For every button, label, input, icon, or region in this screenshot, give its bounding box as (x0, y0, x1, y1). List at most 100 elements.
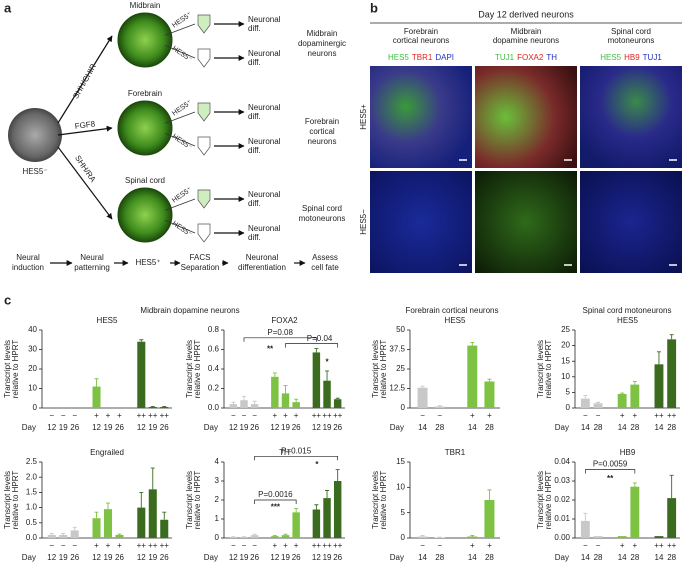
x-tick-label: 28 (630, 423, 639, 432)
sign-label: − (61, 541, 66, 550)
micrograph (370, 66, 472, 168)
column-label: motoneurons (608, 36, 655, 45)
x-tick-label: 26 (160, 423, 169, 432)
y-tick-label: 1 (215, 514, 220, 523)
bar (250, 404, 259, 408)
bar (160, 519, 169, 538)
x-tick-label: 26 (292, 423, 301, 432)
bracket (254, 455, 339, 461)
bar (292, 512, 300, 538)
y-tick-label: 25 (396, 364, 405, 373)
y-tick-label: 5 (401, 508, 406, 517)
start-label: HES5⁻ (22, 167, 47, 176)
diff-label: diff. (248, 112, 261, 121)
column-label: Spinal cord (611, 27, 651, 36)
y-tick-label: 20 (28, 364, 37, 373)
x-axis-label: Day (555, 423, 569, 432)
error-bar (656, 351, 661, 365)
bar (467, 345, 478, 408)
region-label: Spinal cord (125, 176, 165, 185)
x-tick-label: 12 (312, 553, 321, 562)
diff-label: Neuronal (248, 49, 281, 58)
x-tick-label: 19 (281, 423, 290, 432)
step-label: differentiation (238, 263, 286, 272)
bar (434, 406, 445, 408)
y-tick-label: 5 (566, 388, 571, 397)
tube (197, 136, 211, 156)
y-tick-label: 25 (561, 325, 570, 334)
group-title: Midbrain dopamine neurons (140, 306, 239, 315)
x-tick-label: 14 (581, 553, 590, 562)
error-bar (94, 511, 99, 519)
y-axis-label: Transcript levels (3, 340, 12, 398)
error-bar (252, 533, 257, 536)
y-tick-label: 2.0 (26, 472, 38, 481)
sign-label: − (596, 541, 601, 550)
bar (59, 534, 68, 538)
sign-label: + (94, 541, 99, 550)
bar (229, 537, 238, 538)
x-tick-label: 19 (59, 423, 68, 432)
bar (654, 536, 664, 538)
y-axis-label: relative to HPRT (11, 340, 20, 399)
error-bar (252, 400, 257, 405)
x-axis-label: Day (390, 423, 404, 432)
x-tick-label: 26 (160, 553, 169, 562)
x-tick-label: 26 (115, 423, 124, 432)
error-bar (420, 385, 425, 388)
bar (70, 530, 79, 538)
y-axis-label: relative to HPRT (193, 340, 202, 399)
panel-title: Day 12 derived neurons (478, 9, 574, 19)
chart-title: TH (279, 448, 290, 457)
annotation: * (315, 460, 319, 469)
tube-label: HES5⁺ (171, 186, 193, 205)
stain: TUJ1 (643, 53, 663, 62)
micrograph (475, 66, 577, 168)
y-tick-label: 0.0 (208, 403, 220, 412)
sign-label: + (273, 541, 278, 550)
sort-line (164, 220, 196, 234)
step-label: Neural (16, 253, 40, 262)
x-axis-label: Day (204, 423, 218, 432)
x-axis-label: Day (390, 553, 404, 562)
x-tick-label: 14 (418, 423, 427, 432)
tube (197, 14, 211, 34)
error-bar (294, 508, 299, 513)
y-axis-label: relative to HPRT (379, 340, 388, 399)
step-label: patterning (74, 263, 110, 272)
bar (148, 489, 157, 538)
diff-label: diff. (248, 146, 261, 155)
annotation: ** (267, 345, 274, 354)
bracket (254, 499, 297, 504)
x-tick-label: 12 (312, 423, 321, 432)
x-tick-label: 19 (240, 553, 249, 562)
sign-label: − (72, 411, 77, 420)
error-bar (49, 532, 54, 535)
y-axis-label: relative to HPRT (379, 471, 388, 530)
sign-label: ++ (667, 411, 677, 420)
outcome-label: motoneurons (299, 214, 346, 223)
x-tick-label: 19 (104, 553, 113, 562)
error-bar (61, 532, 66, 535)
x-axis-label: Day (204, 553, 218, 562)
sign-label: − (437, 541, 442, 550)
error-bar (620, 392, 625, 394)
bar (281, 393, 290, 408)
sign-label: + (106, 411, 111, 420)
y-tick-label: 0.0 (26, 533, 38, 542)
tube (197, 48, 211, 68)
error-bar (325, 370, 330, 381)
step-label: Neural (80, 253, 104, 262)
error-bar (294, 398, 299, 403)
bar (312, 509, 321, 538)
sign-label: ++ (333, 541, 343, 550)
x-tick-label: 12 (137, 553, 146, 562)
diff-label: diff. (248, 233, 261, 242)
error-bar (632, 482, 637, 487)
bar (250, 535, 259, 538)
annotation: P=0.0016 (258, 490, 293, 499)
y-tick-label: 0.02 (554, 495, 570, 504)
y-tick-label: 3 (215, 476, 220, 485)
error-bar (231, 401, 236, 405)
